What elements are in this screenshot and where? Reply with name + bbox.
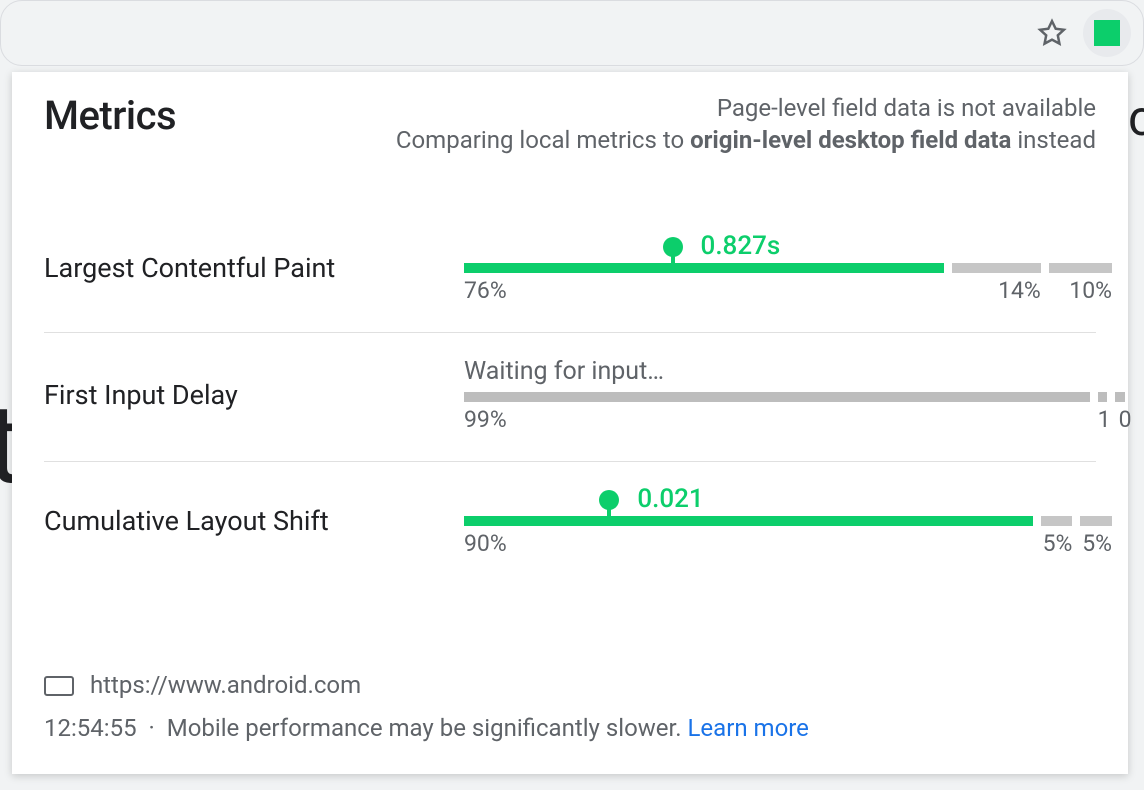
- web-vitals-popup: Metrics Page-level field data is not ava…: [12, 72, 1128, 774]
- segment-percentage: 99%: [464, 406, 1090, 433]
- metric-row-fid: First Input DelayWaiting for input… 99%10: [44, 333, 1096, 462]
- segment-percentage: 10%: [1049, 277, 1112, 304]
- bar-segment: [1115, 392, 1124, 402]
- page-url: https://www.android.com: [90, 671, 361, 699]
- bar-segment: [464, 516, 1033, 526]
- bar-segment: [952, 263, 1040, 273]
- bar-segment: [464, 263, 944, 273]
- metric-row-cls: Cumulative Layout Shift0.02190%5%5%: [44, 462, 1096, 585]
- popup-footer: https://www.android.com 12:54:55 · Mobil…: [44, 664, 1096, 750]
- metric-value: 0.021: [637, 484, 703, 514]
- popup-header: Metrics Page-level field data is not ava…: [44, 92, 1096, 157]
- bar-segment: [464, 392, 1090, 402]
- bar-segment: [1080, 516, 1112, 526]
- field-data-notice: Page-level field data is not available C…: [396, 92, 1096, 157]
- device-desktop-icon: [44, 676, 74, 696]
- metric-name: First Input Delay: [44, 379, 464, 411]
- mobile-warning: Mobile performance may be significantly …: [167, 714, 682, 742]
- percentage-labels: 99%10: [464, 406, 1096, 433]
- metric-name: Cumulative Layout Shift: [44, 505, 464, 537]
- waiting-label: Waiting for input…: [464, 357, 1096, 386]
- extension-button[interactable]: [1083, 9, 1131, 57]
- percentage-labels: 90%5%5%: [464, 530, 1096, 557]
- segment-percentage: 5%: [1041, 530, 1073, 557]
- segment-percentage: 0: [1119, 406, 1132, 433]
- percentage-labels: 76%14%10%: [464, 277, 1096, 304]
- segment-percentage: 76%: [464, 277, 944, 304]
- bar-segment: [1098, 392, 1107, 402]
- metric-visualization: Waiting for input… 99%10: [464, 357, 1096, 433]
- segment-percentage: 90%: [464, 530, 1033, 557]
- bar-segment: [1049, 263, 1112, 273]
- distribution-bar: [464, 263, 1096, 273]
- timestamp: 12:54:55: [44, 714, 137, 742]
- metrics-list: Largest Contentful Paint0.827s76%14%10%F…: [44, 209, 1096, 664]
- learn-more-link[interactable]: Learn more: [687, 714, 808, 742]
- metric-value: 0.827s: [701, 231, 781, 261]
- popup-title: Metrics: [44, 92, 176, 139]
- browser-address-bar: [0, 0, 1144, 66]
- metric-visualization: 0.827s76%14%10%: [464, 233, 1096, 304]
- segment-percentage: 5%: [1080, 530, 1112, 557]
- metric-visualization: 0.02190%5%5%: [464, 486, 1096, 557]
- segment-percentage: 14%: [952, 277, 1040, 304]
- bar-segment: [1041, 516, 1073, 526]
- marker-tick: [671, 249, 675, 273]
- distribution-bar: [464, 392, 1096, 402]
- distribution-bar: [464, 516, 1096, 526]
- bookmark-star-icon[interactable]: [1037, 18, 1067, 48]
- web-vitals-icon: [1094, 20, 1120, 46]
- metric-name: Largest Contentful Paint: [44, 252, 464, 284]
- metric-row-lcp: Largest Contentful Paint0.827s76%14%10%: [44, 209, 1096, 333]
- background-letter: c: [1128, 90, 1144, 148]
- marker-tick: [607, 502, 611, 526]
- segment-percentage: 1: [1098, 406, 1111, 433]
